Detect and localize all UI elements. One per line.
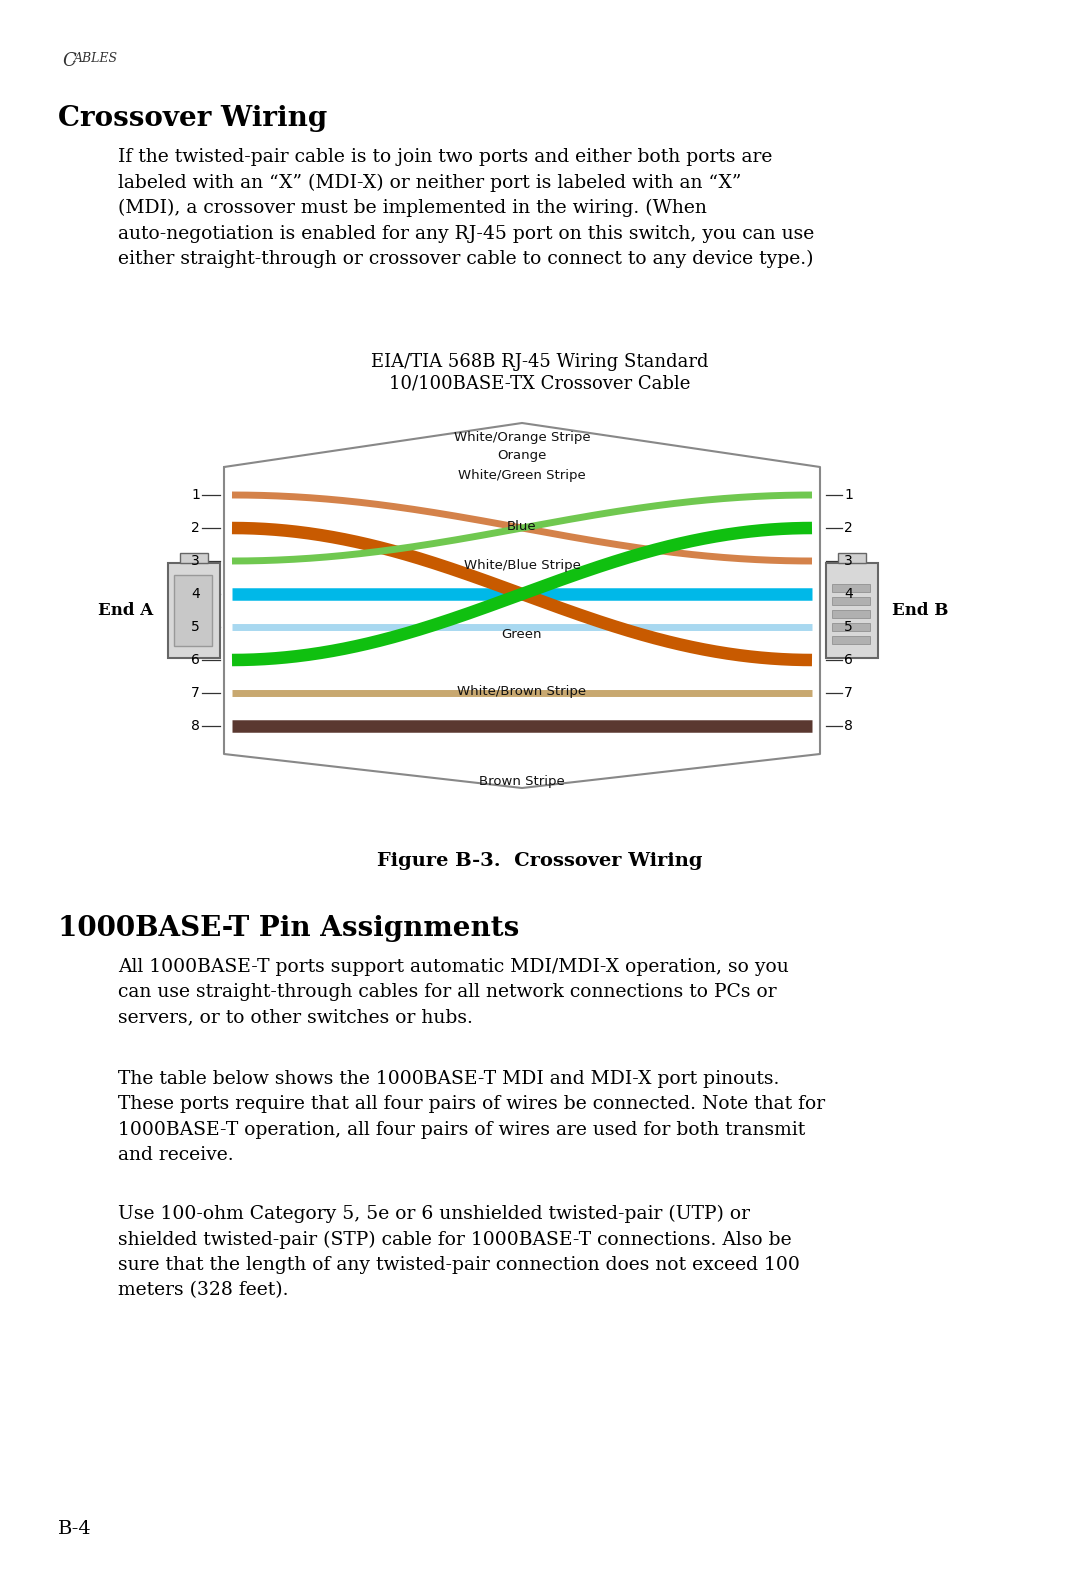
Text: ABLES: ABLES [75,52,118,64]
Text: 5: 5 [843,620,853,634]
Text: C: C [62,52,76,71]
Text: Orange: Orange [497,449,546,462]
Text: Green: Green [502,628,542,642]
Text: 7: 7 [843,686,853,700]
Bar [832,636,870,644]
Text: White/Orange Stripe: White/Orange Stripe [454,430,591,443]
Text: If the twisted-pair cable is to join two ports and either both ports are
labeled: If the twisted-pair cable is to join two… [118,148,814,268]
Text: EIA/TIA 568B RJ-45 Wiring Standard: EIA/TIA 568B RJ-45 Wiring Standard [372,353,708,371]
Text: 6: 6 [843,653,853,667]
Text: White/Blue Stripe: White/Blue Stripe [463,559,580,573]
Text: 8: 8 [843,719,853,733]
Text: 2: 2 [191,521,200,535]
Bar [168,564,220,658]
Bar [832,584,870,592]
Text: End A: End A [98,601,153,619]
Text: 7: 7 [191,686,200,700]
Text: 10/100BASE-TX Crossover Cable: 10/100BASE-TX Crossover Cable [389,375,691,392]
Text: 5: 5 [191,620,200,634]
Text: White/Brown Stripe: White/Brown Stripe [458,685,586,697]
Bar [832,611,870,619]
Text: 3: 3 [843,554,853,568]
Text: Blue: Blue [508,520,537,532]
Text: Brown Stripe: Brown Stripe [480,774,565,788]
Text: The table below shows the 1000BASE-T MDI and MDI-X port pinouts.
These ports req: The table below shows the 1000BASE-T MDI… [118,1071,825,1163]
Text: 2: 2 [843,521,853,535]
Text: 4: 4 [843,587,853,601]
Bar [826,564,878,658]
Text: Use 100-ohm Category 5, 5e or 6 unshielded twisted-pair (UTP) or
shielded twiste: Use 100-ohm Category 5, 5e or 6 unshield… [118,1206,800,1300]
Text: 3: 3 [191,554,200,568]
Bar [180,553,208,564]
Bar [832,623,870,631]
Text: White/Green Stripe: White/Green Stripe [458,468,585,482]
Text: B-4: B-4 [58,1520,92,1539]
Text: 1000BASE-T Pin Assignments: 1000BASE-T Pin Assignments [58,915,519,942]
Text: End B: End B [892,601,948,619]
Text: 1: 1 [191,488,200,502]
Text: Figure B-3.  Crossover Wiring: Figure B-3. Crossover Wiring [377,853,703,870]
Bar [838,553,866,564]
Text: Crossover Wiring: Crossover Wiring [58,105,327,132]
Text: 4: 4 [191,587,200,601]
Bar [174,575,212,645]
Text: 8: 8 [191,719,200,733]
Text: All 1000BASE-T ports support automatic MDI/MDI-X operation, so you
can use strai: All 1000BASE-T ports support automatic M… [118,958,788,1027]
Bar [832,597,870,604]
Text: 6: 6 [191,653,200,667]
Text: 1: 1 [843,488,853,502]
